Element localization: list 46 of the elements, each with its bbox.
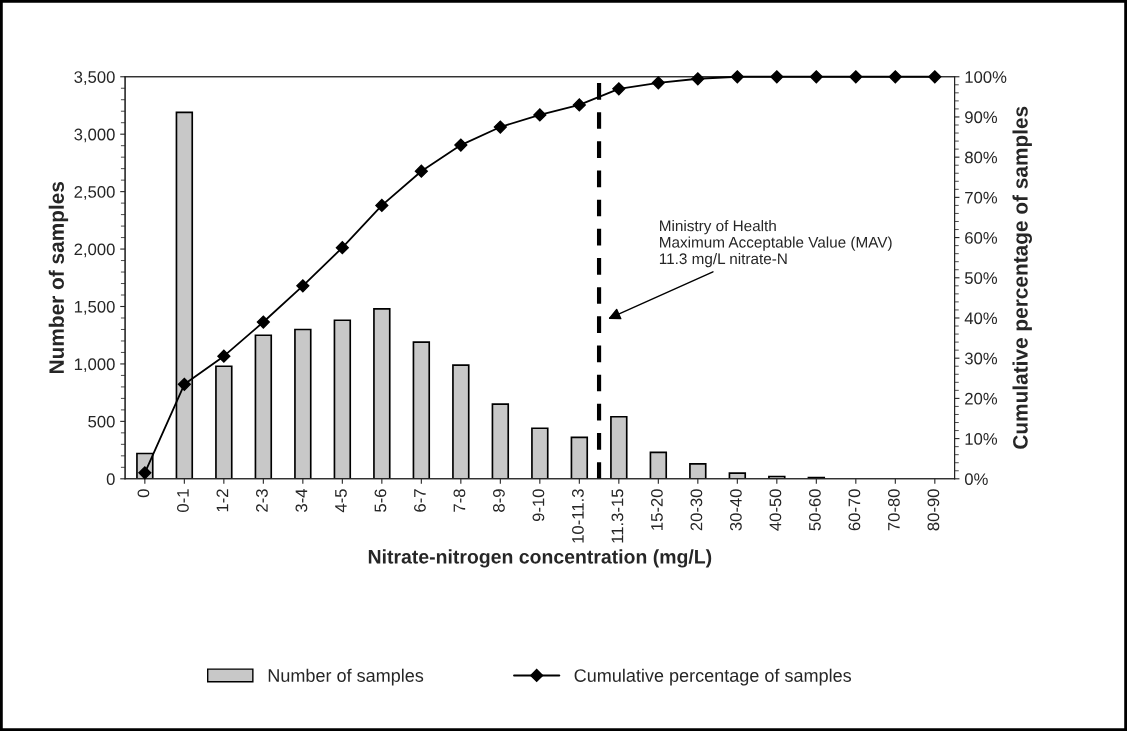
y2-tick-label: 10% — [965, 433, 998, 445]
x-tick-label: 6-7 — [414, 489, 426, 512]
y2-tick-label: 90% — [965, 111, 998, 124]
x-tick-label: 40-50 — [769, 489, 782, 531]
y2-tick-label: 80% — [965, 151, 998, 164]
y2-tick-label: 100% — [965, 71, 1007, 83]
y2-axis-title: Cumulative percentage of samples — [1012, 106, 1032, 449]
x-tick-label: 2-3 — [256, 489, 268, 512]
x-tick-label: 11.3-15 — [611, 489, 624, 543]
y2-tick-label: 20% — [965, 392, 998, 405]
x-tick-label: 15-20 — [651, 489, 663, 530]
y-tick-label: 3,000 — [74, 128, 115, 143]
annotation: Ministry of Health Maximum Acceptable Value (MAV) 11.3 mg/L nitrate-N — [659, 220, 892, 268]
x-tick-label: 80-90 — [927, 489, 940, 531]
legend-label: Cumulative percentage of samples — [574, 668, 852, 686]
y2-tick-label: 60% — [965, 231, 998, 244]
y2-tick-label: 40% — [964, 312, 998, 325]
y2-tick-label: 30% — [964, 352, 998, 365]
x-tick-label: 9-10 — [532, 489, 545, 522]
y2-tick-label: 0% — [964, 473, 988, 486]
x-tick-label: 1-2 — [216, 489, 229, 512]
y-tick-label: 3,500 — [74, 71, 115, 85]
x-tick-label: 4-5 — [335, 489, 347, 513]
x-axis-title: Nitrate-nitrogen concentration (mg/L) — [368, 549, 712, 568]
y-tick-label: 0 — [106, 473, 115, 486]
y-tick-label: 2,000 — [74, 243, 115, 258]
x-tick-label: 5-6 — [374, 489, 387, 512]
y-tick-label: 1,500 — [74, 300, 115, 315]
x-tick-label: 30-40 — [730, 489, 742, 531]
y-tick-label: 2,500 — [74, 186, 115, 200]
x-tick-label: 60-70 — [848, 489, 861, 531]
x-tick-label: 20-30 — [690, 489, 703, 531]
y-axis-title: Number of samples — [48, 181, 69, 374]
x-tick-label: 50-60 — [809, 489, 821, 531]
x-tick-label: 8-9 — [493, 489, 505, 512]
x-tick-label: 10-11.3 — [572, 489, 584, 543]
y-tick-label: 1,000 — [74, 358, 115, 373]
x-tick-label: 0-1 — [177, 489, 189, 512]
x-tick-label: 0 — [137, 489, 150, 498]
x-tick-label: 70-80 — [887, 489, 900, 531]
y-tick-label: 500 — [88, 415, 115, 428]
y2-tick-label: 50% — [964, 272, 998, 284]
x-tick-label: 7-8 — [453, 489, 466, 512]
legend-label: Number of samples — [268, 668, 424, 686]
y2-tick-label: 70% — [965, 191, 998, 204]
x-tick-label: 3-4 — [295, 489, 308, 512]
